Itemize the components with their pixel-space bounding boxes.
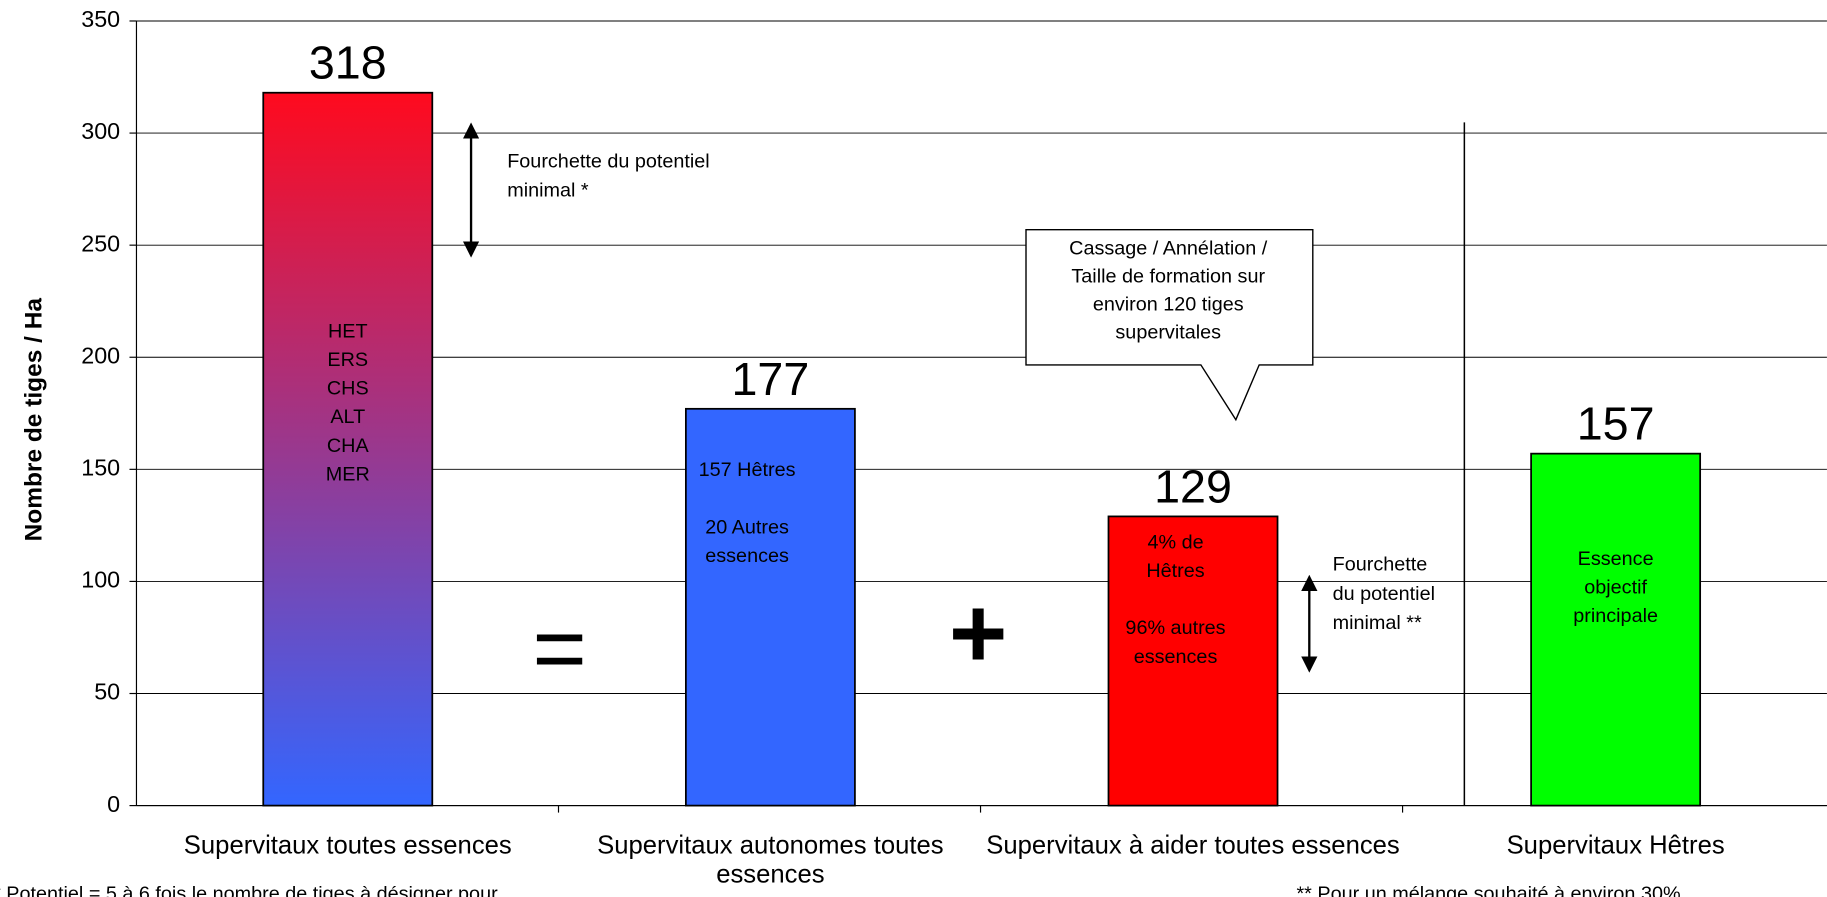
value-label: 318 — [309, 37, 387, 89]
x-tick-label: Supervitaux à aider toutes essences — [986, 830, 1400, 860]
annotation: minimal * — [507, 179, 589, 201]
y-axis-label: Nombre de tiges / Ha — [21, 298, 48, 542]
value-label: 129 — [1154, 460, 1232, 512]
annotation: Fourchette du potentiel — [507, 150, 710, 172]
y-tick-label: 300 — [81, 118, 120, 144]
annotation: supervitales — [1115, 322, 1221, 344]
y-tick-label: 250 — [81, 230, 120, 256]
y-tick-label: 200 — [81, 342, 120, 368]
annotation: Fourchette — [1333, 554, 1428, 576]
bar-text: 96% autres — [1125, 617, 1225, 639]
y-tick-label: 0 — [107, 791, 120, 817]
bar-text: MER — [326, 463, 370, 485]
callout-box — [1025, 228, 1314, 422]
bar-text: Essence — [1578, 548, 1654, 570]
bar-text: 157 Hêtres — [699, 459, 796, 481]
bar — [1530, 452, 1702, 807]
y-tick-label: 50 — [94, 679, 120, 705]
bar-text: principale — [1573, 605, 1658, 627]
bar-text: ERS — [327, 349, 368, 371]
bar-text: objectif — [1584, 576, 1647, 598]
footnote: ** Pour un mélange souhaité à environ 30… — [1296, 883, 1680, 897]
bar — [262, 91, 434, 807]
x-tick-label: Supervitaux toutes essences — [183, 830, 512, 860]
x-tick-label: Supervitaux Hêtres — [1506, 830, 1725, 860]
bar-text: Hêtres — [1146, 560, 1204, 582]
x-tick-label-box: Supervitaux Hêtres — [1506, 830, 1725, 860]
x-tick-label: Supervitaux autonomes toutes essences — [597, 830, 944, 889]
annotation: environ 120 tiges — [1093, 294, 1244, 316]
value-label: 157 — [1577, 398, 1655, 450]
bar-text: CHA — [327, 435, 370, 457]
y-tick-label: 100 — [81, 567, 120, 593]
value-label: 177 — [731, 353, 809, 405]
annotation: Taille de formation sur — [1071, 266, 1265, 288]
x-tick-label-box: Supervitaux à aider toutes essences — [986, 830, 1400, 860]
y-tick-label: 150 — [81, 454, 120, 480]
plus-sign: + — [949, 578, 1008, 690]
bar-text: 4% de — [1147, 532, 1203, 554]
equals-sign: = — [532, 596, 586, 700]
footnote: * Potentiel = 5 à 6 fois le nombre de ti… — [0, 883, 498, 897]
bar-text: essences — [705, 545, 789, 567]
y-tick-label: 350 — [81, 6, 120, 32]
bar-text: CHS — [327, 378, 369, 400]
bar-text: 20 Autres — [705, 516, 789, 538]
bar-text: HET — [328, 320, 368, 342]
x-tick-label-box: Supervitaux autonomes toutes essences — [597, 830, 944, 889]
bar-text: essences — [1134, 646, 1218, 668]
bar-text: ALT — [330, 406, 365, 428]
annotation: minimal ** — [1333, 612, 1422, 634]
annotation: du potentiel — [1333, 583, 1435, 605]
x-tick-label-box: Supervitaux toutes essences — [183, 830, 512, 860]
annotation: Cassage / Annélation / — [1069, 238, 1268, 260]
